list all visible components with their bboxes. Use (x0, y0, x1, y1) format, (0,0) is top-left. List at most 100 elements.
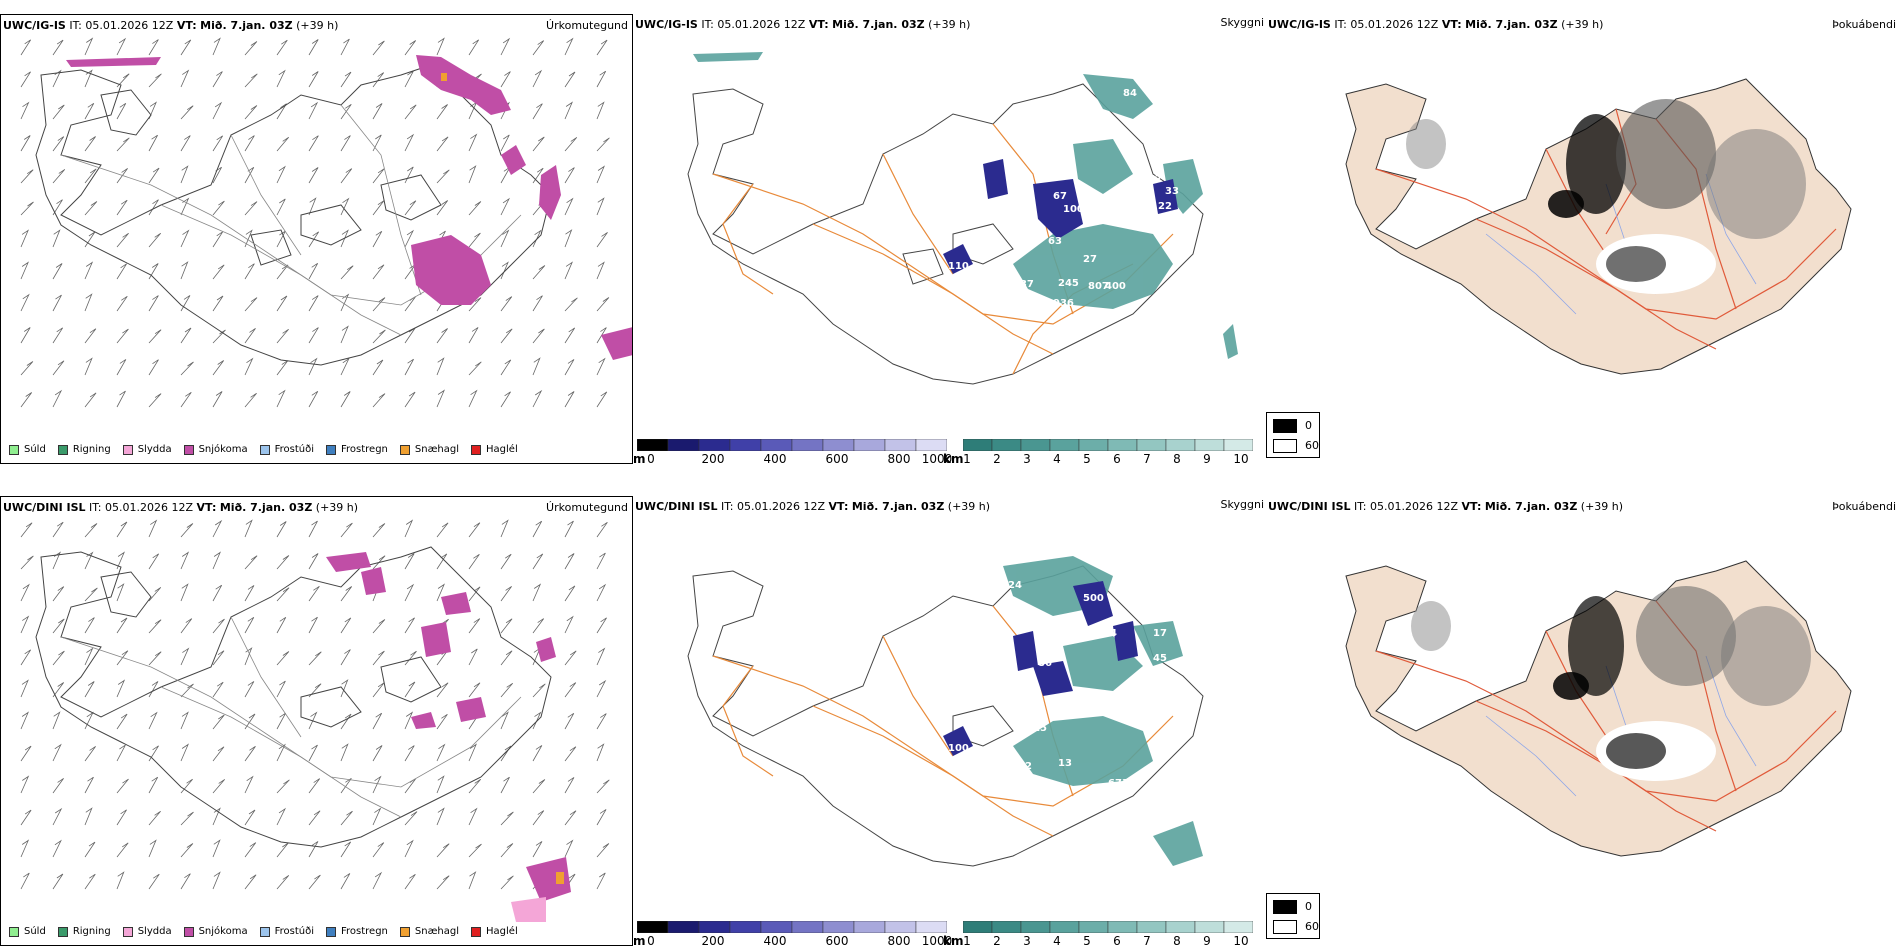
colorbar-segment (1020, 921, 1051, 933)
wind-barb (244, 392, 257, 408)
wind-barb (180, 647, 190, 666)
wind-barb (308, 231, 320, 248)
wind-barb (116, 199, 128, 216)
wind-barb (148, 711, 158, 730)
wind-barb (148, 73, 162, 88)
wind-barb (116, 778, 129, 794)
wind-barb (212, 71, 223, 88)
wind-barb (148, 263, 159, 280)
wind-barb (404, 519, 414, 538)
wind-barb (500, 296, 513, 312)
colorbar-segment (1078, 439, 1109, 451)
wind-barb (404, 166, 414, 184)
wind-barb (532, 103, 543, 120)
wind-barb (564, 71, 576, 88)
wind-barb (212, 166, 222, 184)
wind-barb (180, 778, 193, 794)
fog-areas (693, 52, 1238, 359)
wind-barb (84, 261, 94, 280)
legend-swatch (9, 444, 19, 455)
wind-barb (116, 232, 129, 248)
visibility-label: 62 (1018, 761, 1032, 772)
ceiling-colorbar (637, 921, 947, 933)
wind-barb (532, 265, 546, 280)
wind-barb (596, 357, 606, 376)
wind-barb (372, 619, 386, 634)
visibility-colorbar (963, 439, 1253, 451)
visibility-unit: km (943, 934, 964, 948)
wind-barb (180, 361, 194, 376)
wind-barb (340, 617, 352, 634)
wind-barb (468, 553, 480, 570)
wind-barb (20, 101, 30, 120)
ceiling-unit: m (633, 452, 646, 466)
wind-barb (116, 679, 126, 698)
wind-barb (148, 745, 159, 762)
low-ceiling-areas (943, 581, 1138, 756)
visibility-label: 17 (1153, 628, 1167, 639)
visibility-label: 84 (1123, 88, 1137, 99)
wind-barb (276, 165, 286, 184)
wind-barb (468, 327, 479, 344)
wind-barb (372, 297, 386, 312)
field-title: Þokuábendi (1832, 500, 1896, 513)
wind-barb (436, 104, 448, 120)
wind-barb (564, 297, 578, 312)
wind-barb (84, 523, 98, 538)
wind-barb (564, 682, 577, 698)
wind-barb (532, 167, 544, 184)
wind-barb (212, 779, 226, 794)
wind-barb (308, 553, 319, 570)
wind-barb (52, 389, 63, 408)
wind-barb (468, 389, 478, 408)
wind-barb (500, 197, 511, 216)
wind-barb (436, 389, 446, 408)
wind-barb (20, 649, 32, 666)
wind-barb (276, 360, 289, 376)
wind-barb (500, 71, 511, 88)
visibility-label: 100 (1063, 204, 1084, 215)
wind-barb (532, 389, 543, 408)
colorbar-segment (1223, 921, 1253, 933)
wind-barb (308, 262, 319, 280)
legend-swatch (57, 926, 68, 937)
wind-barb (244, 713, 256, 730)
wind-barb (84, 647, 94, 666)
visibility-labels: 24 500 34 86 100 62 15 13 673 45 17 (948, 580, 1167, 789)
panel-header: UWC/DINI ISL IT: 05.01.2026 12Z VT: Mið.… (635, 500, 991, 513)
wind-barb (276, 842, 289, 858)
wind-barb (404, 104, 417, 120)
wind-barb (276, 743, 286, 762)
wind-barb (116, 37, 127, 56)
wind-barb (532, 357, 541, 376)
wind-barb (340, 265, 354, 280)
wind-barb (468, 743, 478, 762)
wind-barb (52, 839, 62, 858)
visibility-label: 673 (1108, 778, 1129, 789)
wind-barb (468, 618, 481, 634)
wind-barb (116, 650, 129, 666)
legend-item: Frostúði (259, 926, 314, 937)
wind-barb (404, 553, 415, 570)
wind-barb (372, 555, 386, 570)
wind-barb (500, 618, 513, 634)
wind-barb (596, 39, 608, 56)
wind-barb (436, 328, 448, 344)
wind-barb (212, 200, 225, 216)
wind-barb (436, 875, 450, 890)
wind-barb (148, 553, 160, 570)
legend-item: Frostregn (326, 926, 388, 937)
wind-barb (596, 521, 608, 538)
wind-barb (116, 617, 128, 634)
wind-barb (276, 587, 290, 602)
wind-barb (84, 776, 94, 794)
wind-barb (468, 871, 477, 890)
visibility-panel-top: UWC/IG-IS IT: 05.01.2026 12Z VT: Mið. 7.… (633, 16, 1264, 466)
wind-barb (436, 843, 450, 858)
wind-barb (596, 101, 605, 120)
wind-barb (148, 839, 157, 858)
wind-barb (180, 295, 191, 312)
wind-barb (212, 681, 224, 698)
wind-barb (532, 328, 545, 344)
wind-barb (340, 873, 351, 890)
